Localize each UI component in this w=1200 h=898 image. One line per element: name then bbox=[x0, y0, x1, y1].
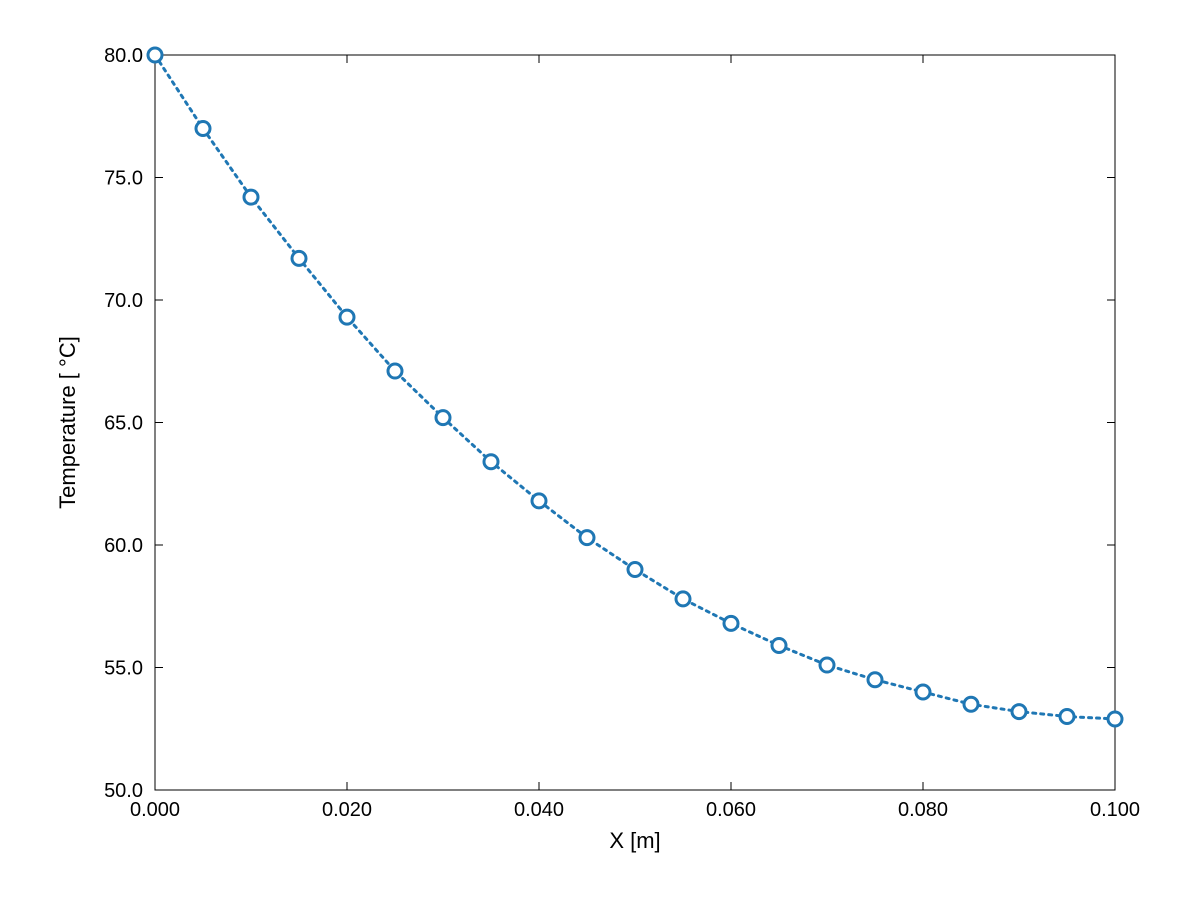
data-point bbox=[676, 592, 690, 606]
data-point bbox=[628, 563, 642, 577]
data-point bbox=[388, 364, 402, 378]
data-point bbox=[964, 697, 978, 711]
temperature-chart: 0.000 0.020 0.040 0.060 0.080 0.100 50.0 55.0 60… bbox=[0, 0, 1200, 898]
y-tick-label: 60.0 bbox=[104, 535, 143, 557]
y-tick-label: 70.0 bbox=[104, 290, 143, 312]
data-point bbox=[148, 48, 162, 62]
y-tick-label: 65.0 bbox=[104, 413, 143, 435]
data-point bbox=[436, 411, 450, 425]
y-tick-label: 55.0 bbox=[104, 658, 143, 680]
x-axis-label: X [m] bbox=[609, 828, 660, 853]
x-tick-label: 0.040 bbox=[514, 799, 564, 821]
y-tick-label: 75.0 bbox=[104, 168, 143, 190]
plot-border bbox=[155, 55, 1115, 790]
data-point bbox=[1108, 712, 1122, 726]
data-point bbox=[1060, 710, 1074, 724]
data-point bbox=[580, 531, 594, 545]
data-point bbox=[484, 455, 498, 469]
data-point bbox=[1012, 705, 1026, 719]
data-point bbox=[292, 251, 306, 265]
x-tick-label: 0.020 bbox=[322, 799, 372, 821]
x-tick-label: 0.000 bbox=[130, 799, 180, 821]
data-point bbox=[340, 310, 354, 324]
y-tick-label: 50.0 bbox=[104, 780, 143, 802]
data-point bbox=[868, 673, 882, 687]
chart-svg: 0.000 0.020 0.040 0.060 0.080 0.100 50.0 55.0 60… bbox=[0, 0, 1200, 898]
x-tick-label: 0.080 bbox=[898, 799, 948, 821]
data-point bbox=[772, 638, 786, 652]
series-line bbox=[155, 55, 1115, 719]
x-tick-label: 0.060 bbox=[706, 799, 756, 821]
data-point bbox=[724, 616, 738, 630]
y-tick-label: 80.0 bbox=[104, 45, 143, 67]
data-point bbox=[916, 685, 930, 699]
data-point bbox=[196, 122, 210, 136]
y-axis-label: Temperature [ °C] bbox=[55, 336, 80, 509]
x-tick-label: 0.100 bbox=[1090, 799, 1140, 821]
data-point bbox=[244, 190, 258, 204]
data-point bbox=[532, 494, 546, 508]
data-point bbox=[820, 658, 834, 672]
